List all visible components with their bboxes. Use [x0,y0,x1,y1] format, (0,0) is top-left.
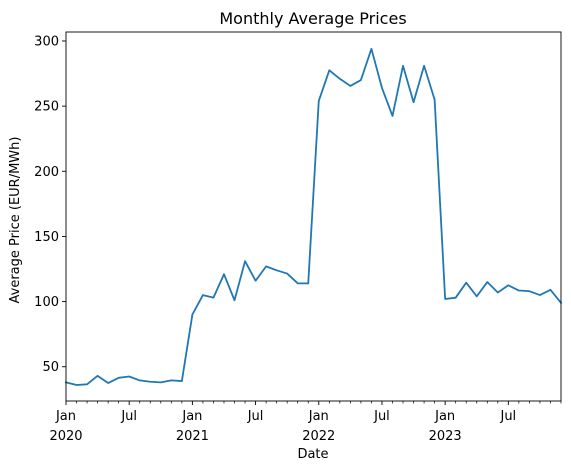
x-axis-label: Date [297,447,328,462]
x-tick-year-label: 2020 [49,429,82,444]
x-tick-label: Jan [55,409,76,424]
x-tick-label: Jul [373,409,390,424]
y-axis-label: Average Price (EUR/MWh) [8,137,23,304]
x-tick-label: Jul [120,409,137,424]
x-tick-label: Jul [499,409,516,424]
plot-area [64,31,563,402]
y-tick-label: 250 [34,100,59,115]
x-tick-year-label: 2023 [429,429,462,444]
y-tick-label: 50 [42,360,59,375]
x-tick-year-label: 2021 [176,429,209,444]
x-axis: Jan 2020 Jul Jan 2021 Jul Jan 2022 Jul Jan 2023 Jul [49,401,562,444]
x-tick-label: Jan [308,409,329,424]
x-tick-year-label: 2022 [302,429,335,444]
x-tick-label: Jul [247,409,264,424]
y-axis: 50 100 150 200 250 300 [34,34,66,375]
series-line-0 [64,47,563,386]
y-tick-label: 150 [34,230,59,245]
plot-frame [65,31,562,402]
y-tick-label: 100 [34,295,59,310]
chart-title: Monthly Average Prices [219,9,406,28]
y-tick-label: 300 [34,34,59,49]
x-tick-label: Jan [181,409,202,424]
y-tick-label: 200 [34,165,59,180]
x-tick-label: Jan [434,409,455,424]
